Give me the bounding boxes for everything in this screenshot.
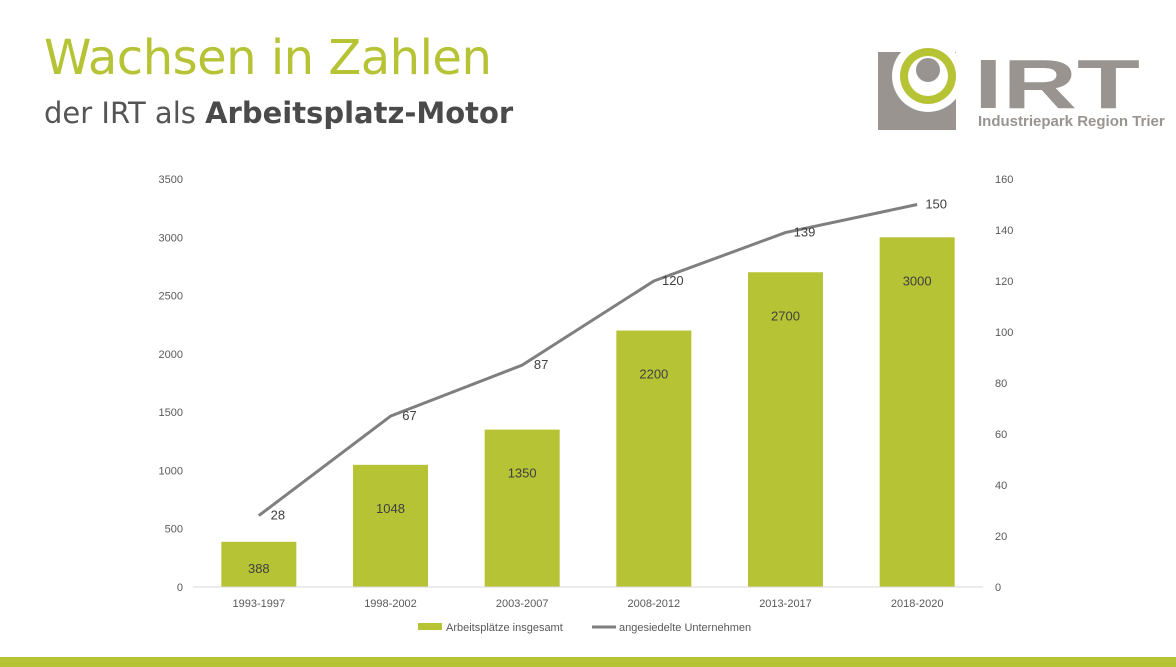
logo-emblem-icon bbox=[878, 48, 964, 130]
bar-data-label: 2700 bbox=[771, 308, 800, 323]
line-series-unternehmen bbox=[257, 203, 918, 517]
subtitle-emphasis: Arbeitsplatz-Motor bbox=[205, 96, 514, 130]
page-subtitle: der IRT als Arbeitsplatz-Motor bbox=[44, 96, 513, 130]
bar-data-label: 1350 bbox=[508, 466, 537, 481]
bar-2003-2007 bbox=[484, 429, 560, 587]
y-right-tick-label: 160 bbox=[995, 174, 1013, 186]
line-data-label: 87 bbox=[534, 357, 548, 372]
irt-logo: IRT bbox=[878, 48, 1140, 130]
x-tick-label: 1993-1997 bbox=[233, 598, 286, 610]
y-right-tick-label: 60 bbox=[995, 429, 1007, 441]
y-left-tick-label: 1500 bbox=[159, 407, 183, 419]
y-left-tick-label: 3500 bbox=[159, 174, 183, 186]
line-data-label: 120 bbox=[662, 273, 684, 288]
y-right-tick-label: 40 bbox=[995, 480, 1007, 492]
y-right-tick-label: 0 bbox=[995, 582, 1001, 594]
x-tick-label: 2018-2020 bbox=[891, 598, 944, 610]
line-data-label: 67 bbox=[402, 408, 416, 423]
bottom-accent-bar bbox=[0, 657, 1176, 667]
bar-2018-2020 bbox=[879, 237, 955, 588]
bar-data-label: 3000 bbox=[903, 273, 932, 288]
bar-data-label: 388 bbox=[248, 561, 270, 576]
y-left-tick-label: 2500 bbox=[159, 291, 183, 303]
x-tick-label: 2008-2012 bbox=[628, 598, 681, 610]
logo-tagline: Industriepark Region Trier bbox=[978, 113, 1165, 130]
y-right-tick-label: 20 bbox=[995, 531, 1007, 543]
y-right-tick-label: 100 bbox=[995, 327, 1013, 339]
y-left-tick-label: 3000 bbox=[159, 232, 183, 244]
combo-chart: 0 500 1000 1500 2000 2500 3000 3500 0 20 40 60 80 100… bbox=[159, 174, 1014, 634]
line-data-label: 150 bbox=[925, 197, 947, 212]
line-data-label: 28 bbox=[271, 508, 285, 523]
y-right-tick-label: 80 bbox=[995, 378, 1007, 390]
bar-2008-2012 bbox=[616, 330, 692, 587]
legend-bar-swatch bbox=[418, 623, 442, 630]
line-data-label: 139 bbox=[794, 225, 816, 240]
page-title: Wachsen in Zahlen bbox=[44, 30, 492, 86]
x-tick-label: 1998-2002 bbox=[364, 598, 417, 610]
y-left-tick-label: 1000 bbox=[159, 465, 183, 477]
y-left-tick-label: 2000 bbox=[159, 349, 183, 361]
bar-2013-2017 bbox=[748, 272, 823, 587]
legend-label-bars: Arbeitsplätze insgesamt bbox=[446, 622, 563, 634]
bar-1993-1997 bbox=[221, 541, 297, 587]
y-right-tick-label: 120 bbox=[995, 276, 1013, 288]
x-tick-label: 2003-2007 bbox=[496, 598, 549, 610]
y-left-tick-label: 0 bbox=[177, 582, 183, 594]
bar-1998-2002 bbox=[353, 464, 428, 587]
subtitle-prefix: der IRT als bbox=[44, 96, 206, 130]
x-tick-label: 2013-2017 bbox=[759, 598, 812, 610]
y-left-tick-label: 500 bbox=[165, 524, 183, 536]
bar-data-label: 1048 bbox=[376, 501, 405, 516]
legend-label-line: angesiedelte Unternehmen bbox=[619, 622, 751, 634]
logo-wordmark: IRT bbox=[974, 48, 1140, 123]
bar-data-label: 2200 bbox=[639, 367, 668, 382]
y-right-tick-label: 140 bbox=[995, 225, 1013, 237]
